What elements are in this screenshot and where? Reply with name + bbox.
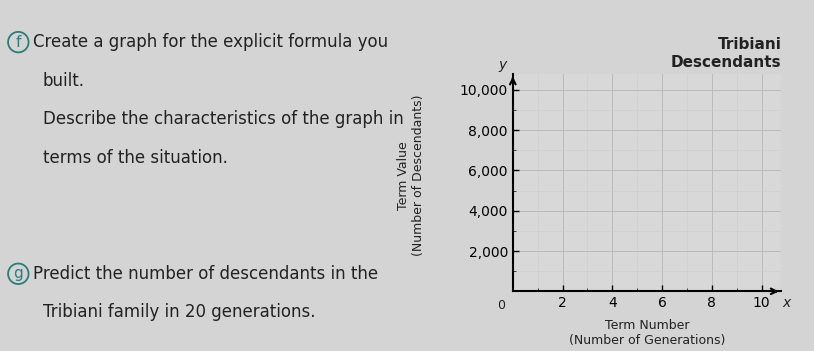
Text: Predict the number of descendants in the: Predict the number of descendants in the [33,265,378,283]
Text: y: y [498,58,506,72]
Text: 0: 0 [497,299,505,312]
Text: f: f [15,35,21,49]
Text: terms of the situation.: terms of the situation. [42,149,228,167]
Text: g: g [14,266,23,281]
Text: built.: built. [42,72,85,90]
Text: Term Value
(Number of Descendants): Term Value (Number of Descendants) [397,95,425,256]
X-axis label: Term Number
(Number of Generations): Term Number (Number of Generations) [569,318,725,346]
Text: x: x [783,296,791,310]
Text: Tribiani
Descendants: Tribiani Descendants [671,37,781,70]
Text: Create a graph for the explicit formula you: Create a graph for the explicit formula … [33,33,387,51]
Text: Tribiani family in 20 generations.: Tribiani family in 20 generations. [42,303,315,322]
Text: Describe the characteristics of the graph in: Describe the characteristics of the grap… [42,110,404,128]
